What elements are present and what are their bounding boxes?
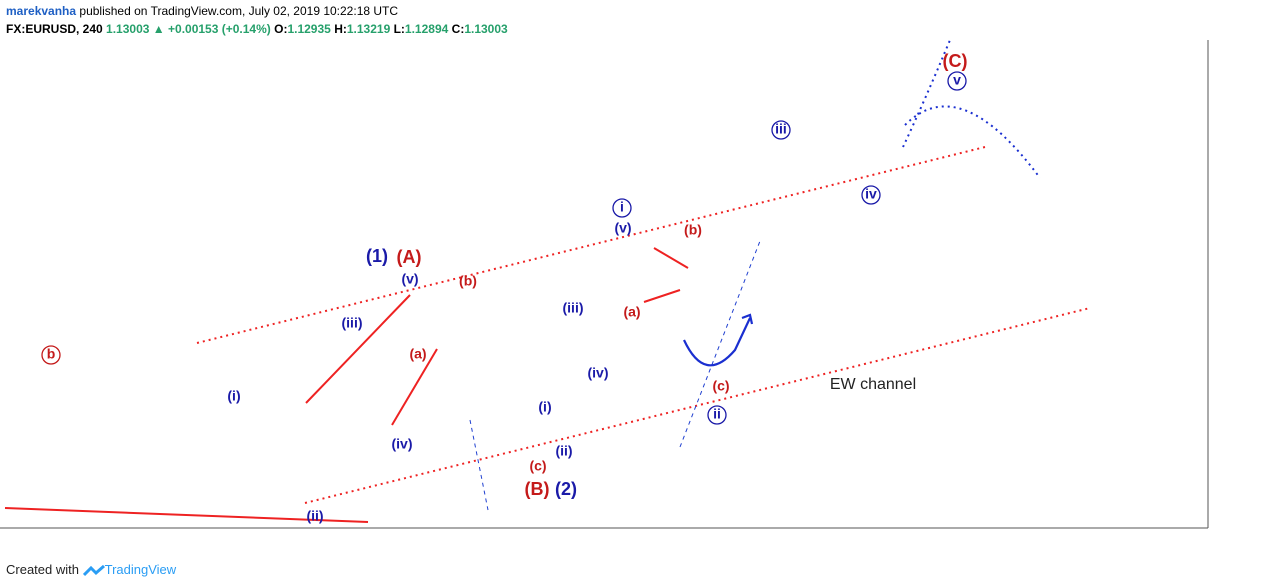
footer: Created with TradingView: [6, 562, 176, 577]
arrow: ▲: [152, 22, 165, 36]
publish-info: published on TradingView.com, July 02, 2…: [79, 4, 399, 18]
wave-ring: [41, 345, 61, 365]
wave-ring: [861, 185, 881, 205]
wave-label: (b): [459, 273, 477, 289]
wave-label: (B): [525, 479, 550, 499]
wave-label: (i): [227, 388, 240, 404]
wedge-line: [305, 294, 411, 404]
wave-ring: [947, 71, 967, 91]
drawings: [4, 39, 1091, 523]
wave-label: (v): [614, 220, 631, 236]
wave-label: (1): [366, 246, 388, 266]
wave-label: (iii): [342, 315, 363, 331]
wave-label: (c): [529, 458, 546, 474]
fib-diagonal: [679, 240, 761, 448]
wave-label: (ii): [306, 508, 323, 524]
wave-label: (iv): [588, 365, 609, 381]
flag-line: [643, 289, 681, 303]
projection-arc: [683, 317, 751, 367]
wave-label: i: [620, 199, 624, 215]
last: 1.13003: [106, 22, 150, 36]
wave-label: (i): [538, 399, 551, 415]
created: Created with: [6, 562, 79, 577]
brand: TradingView: [104, 562, 177, 577]
channel-upper: [196, 146, 986, 344]
wave-label: (a): [409, 346, 426, 362]
wave-label: (c): [712, 378, 729, 394]
wave-label: (2): [555, 479, 577, 499]
wave-label: (v): [401, 271, 418, 287]
c: 1.13003: [464, 22, 508, 36]
projection-path: [904, 105, 1041, 179]
wave-label: (iii): [563, 300, 584, 316]
wave-ring: [612, 198, 632, 218]
chart: (C) v iii iv i (v) (b) (1) (A) (v) (b) (…: [0, 39, 1209, 529]
wave-label: v: [953, 72, 961, 88]
wave-label: ii: [713, 406, 721, 422]
wave-ring: [707, 405, 727, 425]
logo: [82, 564, 105, 576]
h-label: H:: [334, 22, 347, 36]
o-label: O:: [274, 22, 288, 36]
symbol-line: FX:EURUSD, 240 1.13003 ▲ +0.00153 (+0.14…: [6, 22, 508, 36]
wave-label: (ii): [555, 443, 572, 459]
publish-line: marekvanha published on TradingView.com,…: [6, 4, 398, 18]
wave-ring: [771, 120, 791, 140]
wave-label: iv: [865, 186, 877, 202]
arrow-head: [741, 313, 754, 325]
wave-label: b: [47, 346, 56, 362]
trend-line: [4, 507, 369, 523]
wave-label: (a): [623, 304, 640, 320]
change: +0.00153 (+0.14%): [168, 22, 271, 36]
flag-line: [653, 247, 689, 269]
wave-label: (iv): [392, 436, 413, 452]
l: 1.12894: [404, 22, 449, 36]
wave-label: (A): [397, 247, 422, 267]
channel-label: EW channel: [830, 376, 916, 393]
channel-lower: [304, 307, 1091, 504]
h: 1.13219: [346, 22, 391, 36]
wave-label: iii: [775, 121, 787, 137]
author: marekvanha: [6, 4, 77, 18]
wedge-line: [391, 348, 438, 426]
wave-label: (C): [943, 51, 968, 71]
projection-path: [902, 39, 951, 148]
wave-label: (b): [684, 222, 702, 238]
c-label: C:: [451, 22, 465, 36]
fib-diagonal: [469, 419, 489, 511]
symbol: FX:EURUSD, 240: [6, 22, 103, 36]
l-label: L:: [393, 22, 405, 36]
o: 1.12935: [287, 22, 331, 36]
